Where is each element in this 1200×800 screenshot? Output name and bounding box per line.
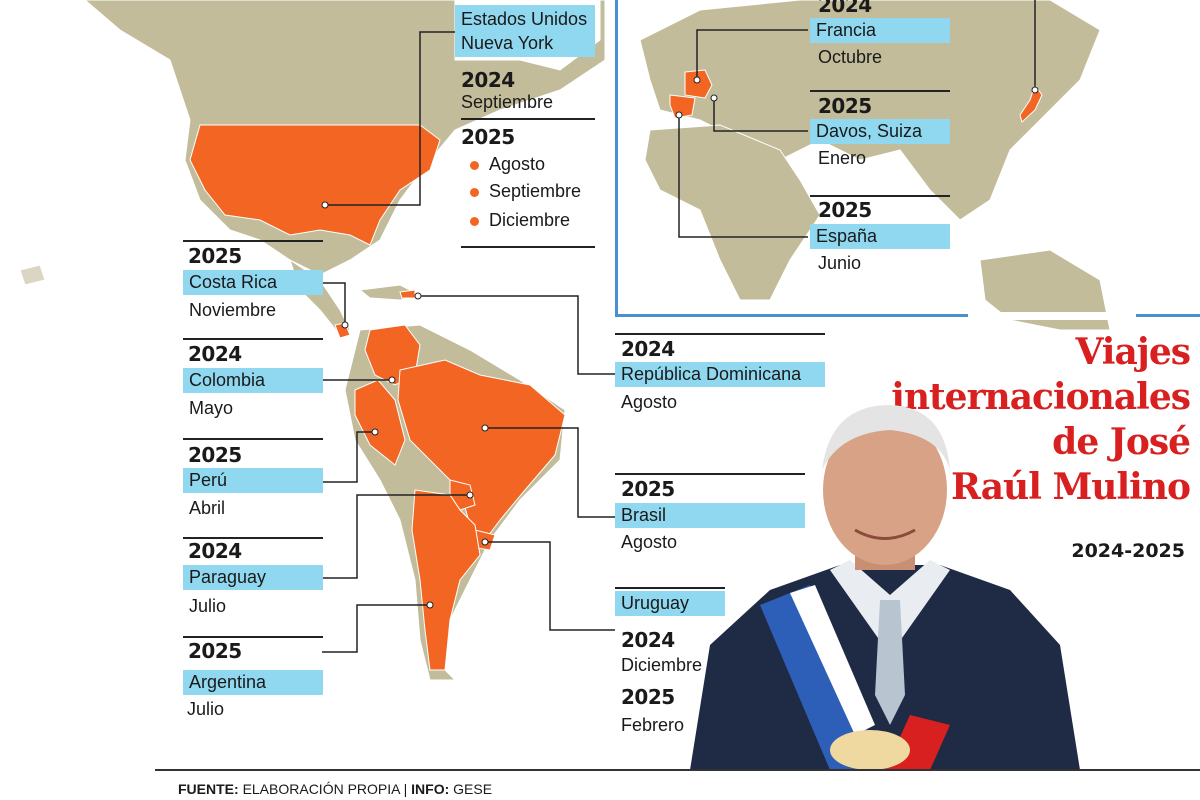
europe-asia-inset-frame	[615, 0, 1200, 317]
portrait-photo	[690, 405, 1080, 770]
japan-shape	[1019, 83, 1043, 123]
africa-land	[644, 124, 821, 301]
argentina-shape	[411, 489, 481, 671]
eurasia-land	[639, 0, 1101, 221]
years-range: 2024-2025	[1071, 540, 1185, 562]
usa-shape	[189, 124, 441, 246]
location-dots	[321, 76, 1039, 609]
city-name: Nueva York	[461, 33, 554, 53]
month-bullet: Diciembre	[470, 210, 570, 231]
espana-shape	[669, 94, 696, 119]
leader-lines	[322, 0, 1036, 653]
country-name: Estados Unidos	[461, 9, 588, 29]
visited-countries	[189, 69, 1043, 671]
footer-credits: FUENTE: ELABORACIÓN PROPIA | INFO: GESE	[178, 781, 493, 797]
francia-shape	[684, 69, 713, 99]
month: Septiembre	[461, 92, 554, 112]
page-title: Viajes internacionales de José Raúl Muli…	[891, 331, 1191, 508]
peru-shape	[354, 379, 406, 466]
footer-divider	[155, 769, 1200, 771]
month-bullet: Agosto	[470, 154, 545, 175]
brasil-shape	[397, 359, 566, 541]
dominicana-shape	[399, 289, 416, 299]
year: 2025	[461, 125, 515, 149]
australia-land	[979, 249, 1111, 331]
month-bullet: Septiembre	[470, 181, 581, 202]
year: 2024	[461, 68, 515, 92]
label-usa: Estados Unidos Nueva York	[455, 5, 595, 57]
